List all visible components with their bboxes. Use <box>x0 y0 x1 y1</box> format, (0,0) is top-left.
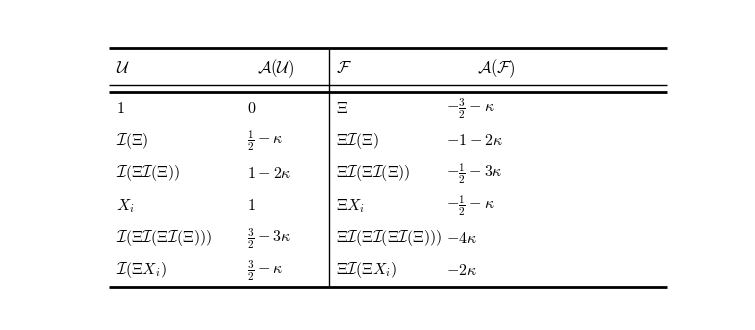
Text: $\frac{3}{2} - 3\kappa$: $\frac{3}{2} - 3\kappa$ <box>246 226 291 250</box>
Text: $\Xi$: $\Xi$ <box>336 101 348 116</box>
Text: $\mathcal{A}(\mathcal{U})$: $\mathcal{A}(\mathcal{U})$ <box>257 57 294 80</box>
Text: $1$: $1$ <box>246 198 255 213</box>
Text: $-\frac{1}{2} - 3\kappa$: $-\frac{1}{2} - 3\kappa$ <box>446 161 503 186</box>
Text: $-1 - 2\kappa$: $-1 - 2\kappa$ <box>446 134 504 148</box>
Text: $\mathcal{I}(\Xi\mathcal{I}(\Xi))$: $\mathcal{I}(\Xi\mathcal{I}(\Xi))$ <box>116 163 180 183</box>
Text: $\mathcal{I}(\Xi X_i)$: $\mathcal{I}(\Xi X_i)$ <box>116 260 167 280</box>
Text: $\Xi\mathcal{I}(\Xi X_i)$: $\Xi\mathcal{I}(\Xi X_i)$ <box>336 260 397 280</box>
Text: $\mathcal{I}(\Xi)$: $\mathcal{I}(\Xi)$ <box>116 131 149 151</box>
Text: $\mathbf{1}$: $\mathbf{1}$ <box>116 101 125 116</box>
Text: $\mathcal{I}(\Xi\mathcal{I}(\Xi\mathcal{I}(\Xi)))$: $\mathcal{I}(\Xi\mathcal{I}(\Xi\mathcal{… <box>116 228 212 248</box>
Text: $\Xi X_i$: $\Xi X_i$ <box>336 197 365 214</box>
Text: $0$: $0$ <box>246 101 256 116</box>
Text: $\frac{3}{2} - \kappa$: $\frac{3}{2} - \kappa$ <box>246 258 283 283</box>
Text: $1 - 2\kappa$: $1 - 2\kappa$ <box>246 166 291 181</box>
Text: $-4\kappa$: $-4\kappa$ <box>446 231 477 246</box>
Text: $\mathcal{F}$: $\mathcal{F}$ <box>336 59 352 77</box>
Text: $-\frac{1}{2} - \kappa$: $-\frac{1}{2} - \kappa$ <box>446 193 495 218</box>
Text: $\mathcal{U}$: $\mathcal{U}$ <box>116 59 130 77</box>
Text: $-\frac{3}{2} - \kappa$: $-\frac{3}{2} - \kappa$ <box>446 96 495 121</box>
Text: $\Xi\mathcal{I}(\Xi\mathcal{I}(\Xi))$: $\Xi\mathcal{I}(\Xi\mathcal{I}(\Xi))$ <box>336 163 411 183</box>
Text: $-2\kappa$: $-2\kappa$ <box>446 263 477 278</box>
Text: $\frac{1}{2} - \kappa$: $\frac{1}{2} - \kappa$ <box>246 128 283 153</box>
Text: $X_i$: $X_i$ <box>116 197 134 214</box>
Text: $\Xi\mathcal{I}(\Xi\mathcal{I}(\Xi\mathcal{I}(\Xi)))$: $\Xi\mathcal{I}(\Xi\mathcal{I}(\Xi\mathc… <box>336 228 442 248</box>
Text: $\mathcal{A}(\mathcal{F})$: $\mathcal{A}(\mathcal{F})$ <box>476 57 516 80</box>
Text: $\Xi\mathcal{I}(\Xi)$: $\Xi\mathcal{I}(\Xi)$ <box>336 131 379 151</box>
